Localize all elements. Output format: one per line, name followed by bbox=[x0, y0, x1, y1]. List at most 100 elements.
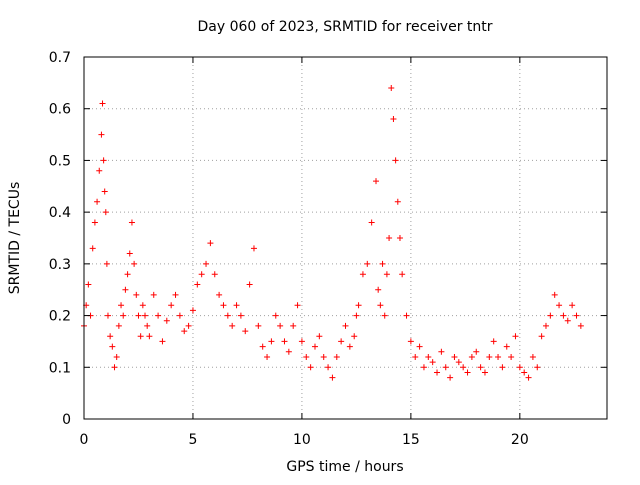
data-point bbox=[246, 281, 253, 288]
data-point bbox=[211, 271, 218, 278]
data-point bbox=[303, 353, 310, 360]
data-point bbox=[139, 302, 146, 309]
data-point bbox=[104, 312, 111, 319]
data-point bbox=[229, 322, 236, 329]
data-point bbox=[375, 286, 382, 293]
data-point bbox=[329, 374, 336, 381]
data-point bbox=[460, 364, 467, 371]
data-point bbox=[137, 333, 144, 340]
data-point bbox=[560, 312, 567, 319]
data-point bbox=[388, 85, 395, 92]
data-point bbox=[396, 235, 403, 241]
data-point bbox=[142, 312, 149, 319]
data-point bbox=[512, 333, 519, 340]
data-point bbox=[237, 312, 244, 319]
plot-frame bbox=[83, 56, 608, 420]
data-point bbox=[198, 271, 205, 278]
x-tick-label: 10 bbox=[293, 432, 311, 448]
data-point bbox=[368, 219, 375, 226]
data-point bbox=[102, 209, 109, 216]
data-point bbox=[392, 157, 399, 164]
data-point bbox=[168, 302, 175, 309]
data-point bbox=[203, 260, 210, 267]
data-point bbox=[277, 322, 284, 329]
data-point bbox=[185, 322, 192, 329]
data-point bbox=[259, 343, 266, 350]
data-point bbox=[551, 291, 558, 298]
data-point bbox=[207, 240, 214, 247]
data-point bbox=[163, 317, 170, 324]
data-point bbox=[447, 374, 454, 381]
data-point bbox=[320, 353, 327, 360]
data-point bbox=[381, 312, 388, 319]
data-point bbox=[434, 369, 441, 376]
data-point bbox=[394, 198, 401, 205]
data-point bbox=[120, 312, 127, 319]
data-point bbox=[115, 322, 122, 329]
data-point bbox=[538, 333, 545, 340]
data-point bbox=[126, 250, 133, 257]
grid bbox=[84, 57, 607, 419]
data-point bbox=[383, 271, 390, 278]
chart-title: Day 060 of 2023, SRMTID for receiver tnt… bbox=[197, 19, 492, 35]
x-axis: 0 5 10 15 20 bbox=[80, 57, 529, 448]
data-point bbox=[150, 291, 157, 298]
data-point bbox=[499, 364, 506, 371]
data-point bbox=[250, 245, 257, 252]
data-point bbox=[525, 374, 532, 381]
data-point bbox=[412, 353, 419, 360]
data-point bbox=[128, 219, 135, 226]
data-point bbox=[333, 353, 340, 360]
data-point bbox=[379, 260, 386, 267]
data-point bbox=[220, 302, 227, 309]
data-point bbox=[155, 312, 162, 319]
data-point bbox=[103, 260, 110, 267]
data-point bbox=[508, 353, 515, 360]
data-point bbox=[429, 359, 436, 366]
data-point bbox=[146, 333, 153, 340]
data-point bbox=[351, 333, 358, 340]
data-point bbox=[159, 338, 166, 345]
data-point bbox=[338, 338, 345, 345]
data-point bbox=[490, 338, 497, 345]
data-point bbox=[416, 343, 423, 350]
data-point bbox=[133, 291, 140, 298]
data-point bbox=[377, 302, 384, 309]
data-point bbox=[89, 245, 96, 252]
data-point bbox=[294, 302, 301, 309]
data-point bbox=[521, 369, 528, 376]
data-point bbox=[564, 317, 571, 324]
data-point bbox=[91, 219, 98, 226]
data-point bbox=[403, 312, 410, 319]
data-point bbox=[100, 157, 107, 164]
y-tick-label: 0.5 bbox=[49, 153, 71, 169]
data-point bbox=[455, 359, 462, 366]
y-axis: 0 0.1 0.2 0.3 0.4 0.5 0.6 0.7 bbox=[49, 50, 607, 428]
x-tick-label: 5 bbox=[188, 432, 197, 448]
data-point bbox=[216, 291, 223, 298]
data-point bbox=[386, 235, 393, 241]
data-point bbox=[503, 343, 510, 350]
data-point bbox=[425, 353, 432, 360]
data-point bbox=[144, 322, 151, 329]
data-point bbox=[135, 312, 142, 319]
data-points bbox=[81, 85, 584, 381]
y-tick-label: 0.4 bbox=[49, 205, 71, 221]
data-point bbox=[481, 369, 488, 376]
data-point bbox=[390, 116, 397, 123]
data-point bbox=[122, 286, 129, 293]
data-point bbox=[96, 167, 103, 174]
data-point bbox=[264, 353, 271, 360]
data-point bbox=[569, 302, 576, 309]
data-point bbox=[272, 312, 279, 319]
data-point bbox=[577, 322, 584, 329]
data-point bbox=[311, 343, 318, 350]
data-point bbox=[556, 302, 563, 309]
data-point bbox=[101, 188, 108, 195]
data-point bbox=[189, 307, 196, 314]
data-point bbox=[118, 302, 125, 309]
data-point bbox=[468, 353, 475, 360]
data-point bbox=[534, 364, 541, 371]
data-point bbox=[486, 353, 493, 360]
